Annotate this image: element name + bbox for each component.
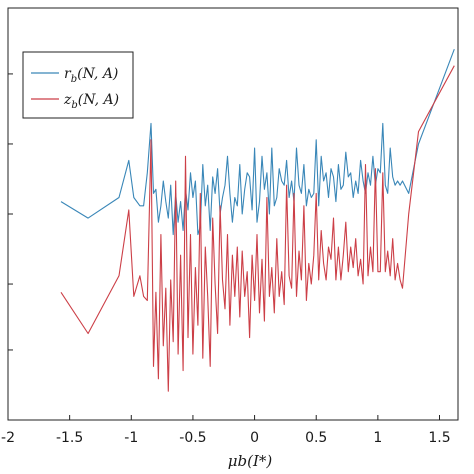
legend-box	[22, 51, 134, 119]
legend-label-z: zb(N, A)	[63, 92, 119, 111]
x-tick-label-2: -1	[124, 430, 138, 446]
legend-label-r: rb(N, A)	[64, 66, 118, 85]
series-line-r	[60, 49, 455, 236]
x-tick-label-1: -1.5	[56, 430, 83, 446]
x-tick-label-3: -0.5	[179, 430, 206, 446]
y-axis-ticks	[8, 73, 13, 351]
x-tick-label-4: 0	[250, 430, 259, 446]
series-line-z	[60, 65, 455, 392]
x-tick-label-5: 0.5	[305, 430, 327, 446]
legend: rb(N, A) zb(N, A)	[22, 51, 134, 119]
series-layer	[60, 49, 455, 392]
x-axis-label: μb(I*)	[228, 452, 273, 470]
x-tick-label-6: 1	[373, 430, 382, 446]
x-tick-label-0: -2	[1, 430, 15, 446]
x-axis-ticks: -2 -1.5 -1 -0.5 0 0.5 1 1.5	[1, 415, 451, 446]
x-tick-label-7: 1.5	[428, 430, 450, 446]
